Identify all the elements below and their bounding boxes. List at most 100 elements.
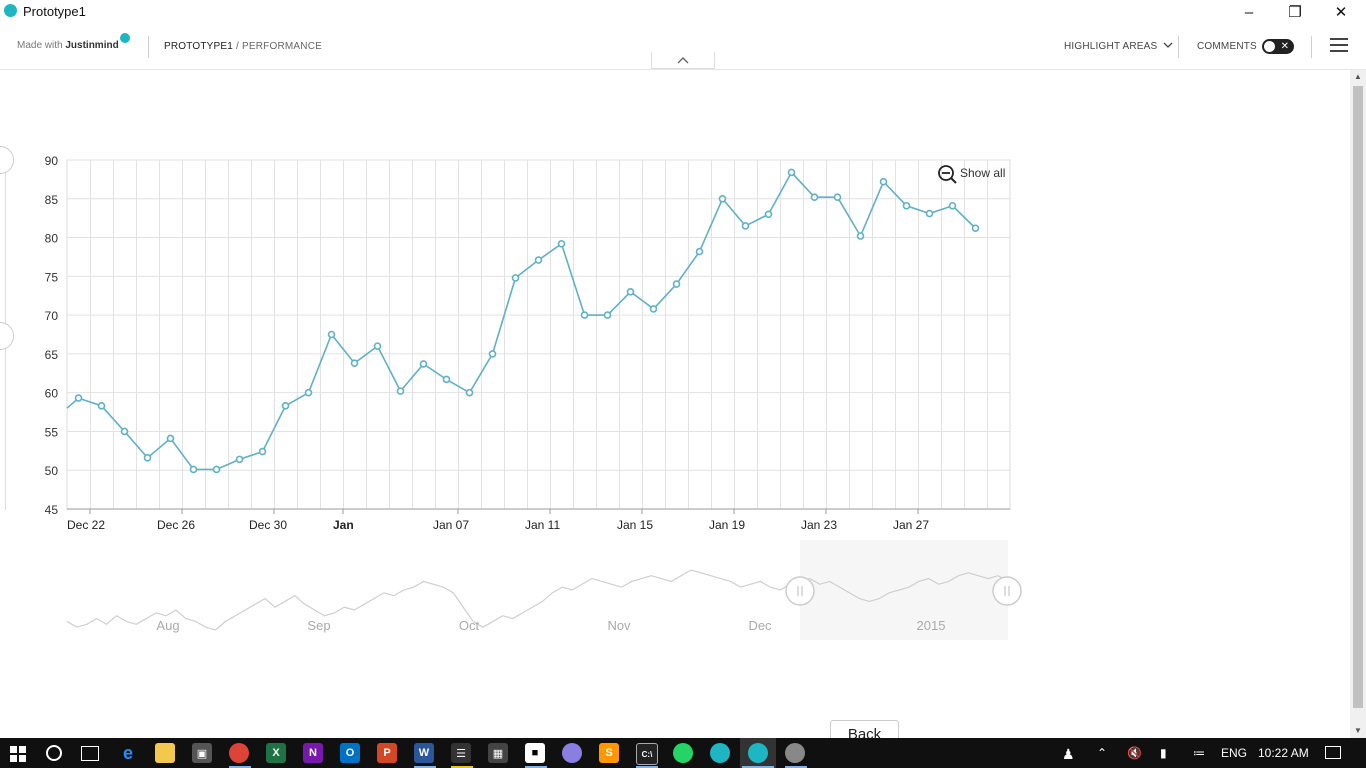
navigator-handle[interactable] xyxy=(992,576,1022,606)
paint-icon[interactable] xyxy=(785,743,805,763)
data-point xyxy=(396,387,405,395)
hamburger-menu-icon[interactable] xyxy=(1330,38,1348,52)
breadcrumb-page: PERFORMANCE xyxy=(242,41,322,52)
outlook-icon[interactable]: O xyxy=(340,743,360,763)
navigator-label: Nov xyxy=(607,618,631,633)
minimize-button[interactable]: – xyxy=(1244,3,1254,21)
navigator-label: Sep xyxy=(307,618,330,633)
whatsapp-icon[interactable] xyxy=(673,743,693,763)
navigator-label: Oct xyxy=(459,618,480,633)
data-point xyxy=(672,280,681,288)
zoom-out-icon-handle xyxy=(950,177,957,184)
chart-grid xyxy=(66,159,1011,510)
data-point xyxy=(304,388,313,397)
breadcrumb-project[interactable]: PROTOTYPE1 xyxy=(164,41,234,52)
data-point xyxy=(465,388,474,397)
volume-muted-icon[interactable]: 🔇 xyxy=(1127,746,1142,760)
notifications-icon[interactable] xyxy=(1325,746,1341,759)
running-indicator xyxy=(229,766,251,768)
y-tick-label: 90 xyxy=(45,154,59,168)
window-title: Prototype1 xyxy=(23,4,86,19)
file-explorer-icon[interactable] xyxy=(155,743,175,763)
calculator-icon[interactable]: ▦ xyxy=(488,743,508,763)
navigator-label: Aug xyxy=(156,618,179,633)
data-point xyxy=(810,193,819,202)
running-indicator xyxy=(785,766,807,768)
data-point xyxy=(97,402,106,410)
search-icon[interactable] xyxy=(46,745,62,761)
data-point xyxy=(718,194,727,203)
y-tick-label: 45 xyxy=(45,503,59,517)
data-point xyxy=(948,201,957,210)
x-tick-label: Jan 11 xyxy=(525,518,560,532)
chrome-icon[interactable] xyxy=(229,743,249,763)
maximize-button[interactable]: ❐ xyxy=(1288,4,1302,21)
cmd-icon[interactable]: C:\ xyxy=(636,743,658,765)
store-icon[interactable]: ▣ xyxy=(192,743,212,763)
highlight-areas-dropdown[interactable]: HIGHLIGHT AREAS xyxy=(1064,41,1173,52)
scroll-down-arrow-icon[interactable]: ▼ xyxy=(1354,726,1362,735)
y-tick-label: 70 xyxy=(45,309,59,323)
data-point xyxy=(258,447,267,456)
data-point xyxy=(212,465,221,474)
data-point xyxy=(511,274,520,282)
comments-toggle[interactable]: ✕ xyxy=(1262,39,1294,54)
data-point xyxy=(166,434,175,443)
data-point xyxy=(695,247,704,256)
data-point xyxy=(373,342,382,350)
data-point xyxy=(488,350,497,358)
data-point xyxy=(603,311,612,319)
back-button[interactable]: Back xyxy=(830,720,899,738)
show-all-button[interactable]: Show all xyxy=(938,165,1005,184)
edge-icon[interactable]: e xyxy=(122,742,133,763)
justinmind-active-icon[interactable] xyxy=(748,743,768,763)
word-icon[interactable]: W xyxy=(414,743,434,763)
wifi-icon[interactable]: ≔ xyxy=(1193,746,1205,760)
made-with-label[interactable]: Made with Justinmind xyxy=(17,40,119,51)
task-view-icon[interactable] xyxy=(81,746,99,761)
running-indicator xyxy=(636,766,658,768)
running-indicator xyxy=(525,766,547,768)
sticky-notes-icon[interactable]: ■ xyxy=(525,743,545,763)
scroll-up-arrow-icon[interactable]: ▲ xyxy=(1354,72,1362,81)
battery-icon[interactable]: ▮ xyxy=(1160,746,1167,760)
data-point xyxy=(741,222,750,230)
x-tick-label: Jan 27 xyxy=(893,518,929,532)
chevron-up-icon xyxy=(677,57,689,64)
header-divider xyxy=(148,36,149,58)
windows-taskbar: e ▣ X N O P W ☰ ▦ ■ S C:\ ♟ ⌃ 🔇 ▮ ≔ ENG … xyxy=(0,738,1366,768)
vertical-scrollbar[interactable]: ▲ ▼ xyxy=(1350,70,1366,738)
y-tick-label: 50 xyxy=(45,464,59,478)
powerpoint-icon[interactable]: P xyxy=(377,743,397,763)
film-icon[interactable]: ☰ xyxy=(451,743,471,763)
close-button[interactable]: ✕ xyxy=(1334,4,1348,21)
running-indicator xyxy=(451,766,473,768)
scroll-thumb[interactable] xyxy=(1353,86,1363,708)
prototype-canvas: 45 50 55 60 65 70 75 80 85 90 Dec 22 Dec 26 Dec 30 J… xyxy=(0,70,1350,738)
show-all-label: Show all xyxy=(960,166,1005,180)
performance-chart[interactable]: 45 50 55 60 65 70 75 80 85 90 Dec 22 Dec 26 Dec 30 J… xyxy=(0,70,1040,670)
windows-logo-icon[interactable] xyxy=(10,746,26,762)
breadcrumb: PROTOTYPE1 / PERFORMANCE xyxy=(164,41,322,52)
justinmind-icon[interactable] xyxy=(710,743,730,763)
chevron-down-icon xyxy=(1163,42,1173,48)
collapse-header-button[interactable] xyxy=(651,52,715,69)
people-icon[interactable]: ♟ xyxy=(1062,746,1075,762)
x-axis: Dec 22 Dec 26 Dec 30 Jan Jan 07 Jan 11 Jan 15 J… xyxy=(67,508,1010,532)
chevron-up-icon[interactable]: ⌃ xyxy=(1097,746,1108,760)
navigator-handle[interactable] xyxy=(785,576,815,606)
sublime-icon[interactable]: S xyxy=(599,743,619,763)
chrome-canary-icon[interactable] xyxy=(562,743,582,763)
excel-icon[interactable]: X xyxy=(266,743,286,763)
data-point xyxy=(143,454,152,462)
x-tick-label: Dec 26 xyxy=(157,518,195,532)
onenote-icon[interactable]: N xyxy=(303,743,323,763)
chart-series xyxy=(66,168,980,474)
chart-navigator[interactable]: Aug Sep Oct Nov Dec 2015 xyxy=(66,540,1022,640)
navigator-label: 2015 xyxy=(917,618,946,633)
data-point xyxy=(902,201,911,210)
language-indicator[interactable]: ENG xyxy=(1221,746,1248,760)
y-tick-label: 75 xyxy=(45,270,59,284)
data-point xyxy=(534,256,543,264)
clock[interactable]: 10:22 AM xyxy=(1258,746,1309,760)
